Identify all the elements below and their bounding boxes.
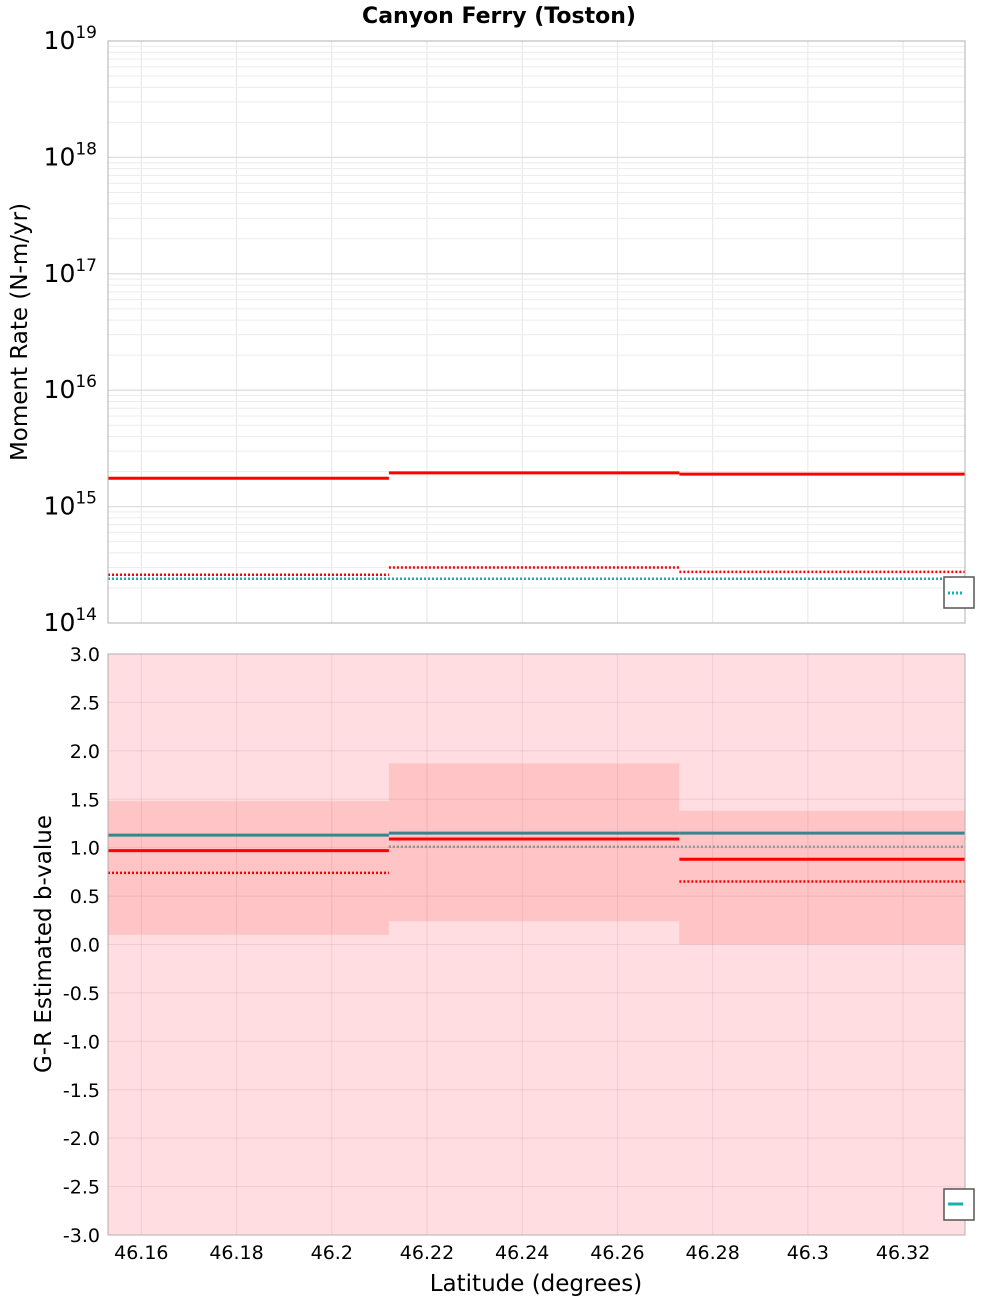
x-tick-label: 46.18 xyxy=(209,1242,263,1264)
chart-title: Canyon Ferry (Toston) xyxy=(362,4,636,29)
tick-exponent: 18 xyxy=(75,139,97,159)
x-tick-label: 46.28 xyxy=(685,1242,739,1264)
b-value-panel: 3.0 2.5 2.0 1.5 1.0 0.5 0.0 -0.5 -1.0 -1.5 -2.0 -2.… xyxy=(31,644,975,1297)
bottom-y-tick-label: 3.0 xyxy=(70,644,100,666)
tick-base: 10 xyxy=(44,492,76,521)
bottom-y-tick-label: 1.5 xyxy=(70,789,100,811)
bottom-y-tick-label: 0.0 xyxy=(70,935,100,957)
top-y-tick-label: 1017 xyxy=(44,256,97,288)
bottom-y-tick-label: 1.0 xyxy=(70,838,100,860)
bottom-y-tick-label: 2.5 xyxy=(70,692,100,714)
bottom-y-tick-label: -2.5 xyxy=(63,1177,100,1199)
tick-base: 10 xyxy=(44,375,76,404)
bottom-y-axis-label: G-R Estimated b-value xyxy=(31,815,57,1073)
x-axis-label: Latitude (degrees) xyxy=(430,1271,643,1297)
bottom-y-tick-label: -1.0 xyxy=(63,1031,100,1053)
x-tick-label: 46.26 xyxy=(590,1242,644,1264)
bottom-y-tick-label: 2.0 xyxy=(70,741,100,763)
tick-base: 10 xyxy=(44,608,76,637)
tick-base: 10 xyxy=(44,26,76,55)
tick-exponent: 17 xyxy=(75,256,97,276)
bottom-x-ticks: 46.16 46.18 46.2 46.22 46.24 46.26 46.28 46.3 46… xyxy=(114,1242,930,1264)
x-tick-label: 46.32 xyxy=(876,1242,930,1264)
x-tick-label: 46.16 xyxy=(114,1242,168,1264)
bottom-plot-frame xyxy=(107,653,966,1236)
tick-exponent: 16 xyxy=(75,372,97,392)
bottom-y-tick-label: 0.5 xyxy=(70,886,100,908)
bottom-series xyxy=(108,831,965,883)
tick-base: 10 xyxy=(44,142,76,171)
x-tick-label: 46.22 xyxy=(400,1242,454,1264)
x-tick-label: 46.2 xyxy=(311,1242,353,1264)
top-series xyxy=(108,471,965,580)
bottom-y-ticks: 3.0 2.5 2.0 1.5 1.0 0.5 0.0 -0.5 -1.0 -1.5 -2.0 -2.… xyxy=(63,644,100,1247)
top-y-tick-label: 1014 xyxy=(44,605,97,637)
bottom-y-tick-label: -3.0 xyxy=(63,1225,100,1247)
tick-exponent: 15 xyxy=(75,489,97,509)
top-y-axis-label: Moment Rate (N-m/yr) xyxy=(7,203,33,461)
top-y-tick-label: 1016 xyxy=(44,372,97,404)
tick-base: 10 xyxy=(44,259,76,288)
bottom-y-tick-label: -0.5 xyxy=(63,983,100,1005)
bottom-y-tick-label: -1.5 xyxy=(63,1080,100,1102)
x-tick-label: 46.24 xyxy=(495,1242,549,1264)
top-y-tick-label: 1015 xyxy=(44,489,97,521)
top-plot-frame xyxy=(107,40,966,624)
confidence-band xyxy=(108,801,389,935)
tick-exponent: 14 xyxy=(75,605,97,625)
confidence-band xyxy=(388,763,680,922)
confidence-band xyxy=(679,810,965,945)
bottom-y-tick-label: -2.0 xyxy=(63,1128,100,1150)
top-plot-background xyxy=(108,41,965,623)
x-tick-label: 46.3 xyxy=(787,1242,829,1264)
top-y-tick-label: 1018 xyxy=(44,139,97,171)
top-y-tick-label: 1019 xyxy=(44,23,97,55)
tick-exponent: 19 xyxy=(75,23,97,43)
